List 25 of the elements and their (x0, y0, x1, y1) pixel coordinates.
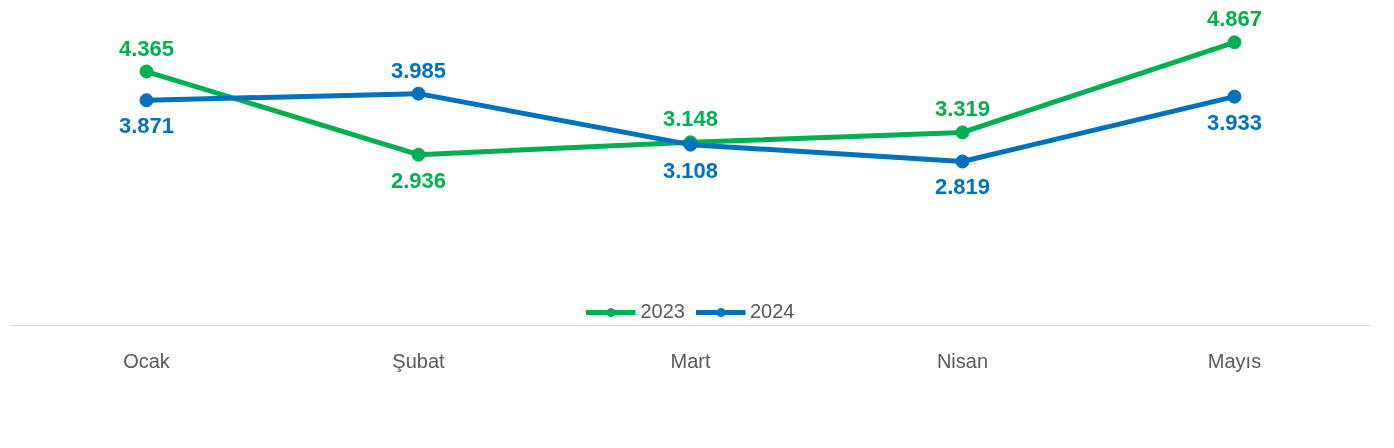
data-label: 3.148 (662, 106, 719, 132)
x-tick-label: Nisan (936, 349, 989, 372)
data-label: 4.365 (118, 35, 175, 61)
x-tick-label: Şubat (392, 349, 446, 372)
data-label: 3.933 (1206, 109, 1263, 135)
data-label: 3.985 (390, 57, 447, 83)
data-label: 4.867 (1206, 6, 1263, 32)
legend-label: 2024 (750, 300, 795, 323)
point (139, 93, 154, 108)
point (411, 147, 426, 162)
point (411, 86, 426, 101)
point (139, 64, 154, 79)
x-tick-label: Mart (670, 349, 711, 372)
data-label: 3.871 (118, 113, 175, 139)
legend-label: 2023 (640, 300, 685, 323)
data-label: 3.319 (934, 96, 991, 122)
data-label: 2.819 (934, 174, 991, 200)
x-tick-label: Ocak (123, 349, 171, 372)
point (1227, 35, 1242, 50)
point (1227, 89, 1242, 104)
point (955, 154, 970, 169)
data-label: 3.108 (662, 157, 719, 183)
x-tick-label: Mayıs (1207, 349, 1262, 372)
data-label: 2.936 (390, 167, 447, 193)
point (955, 125, 970, 140)
